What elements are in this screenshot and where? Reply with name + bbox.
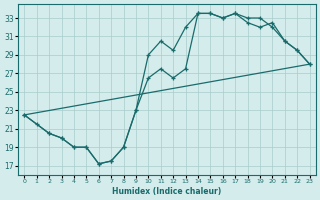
X-axis label: Humidex (Indice chaleur): Humidex (Indice chaleur) bbox=[112, 187, 221, 196]
